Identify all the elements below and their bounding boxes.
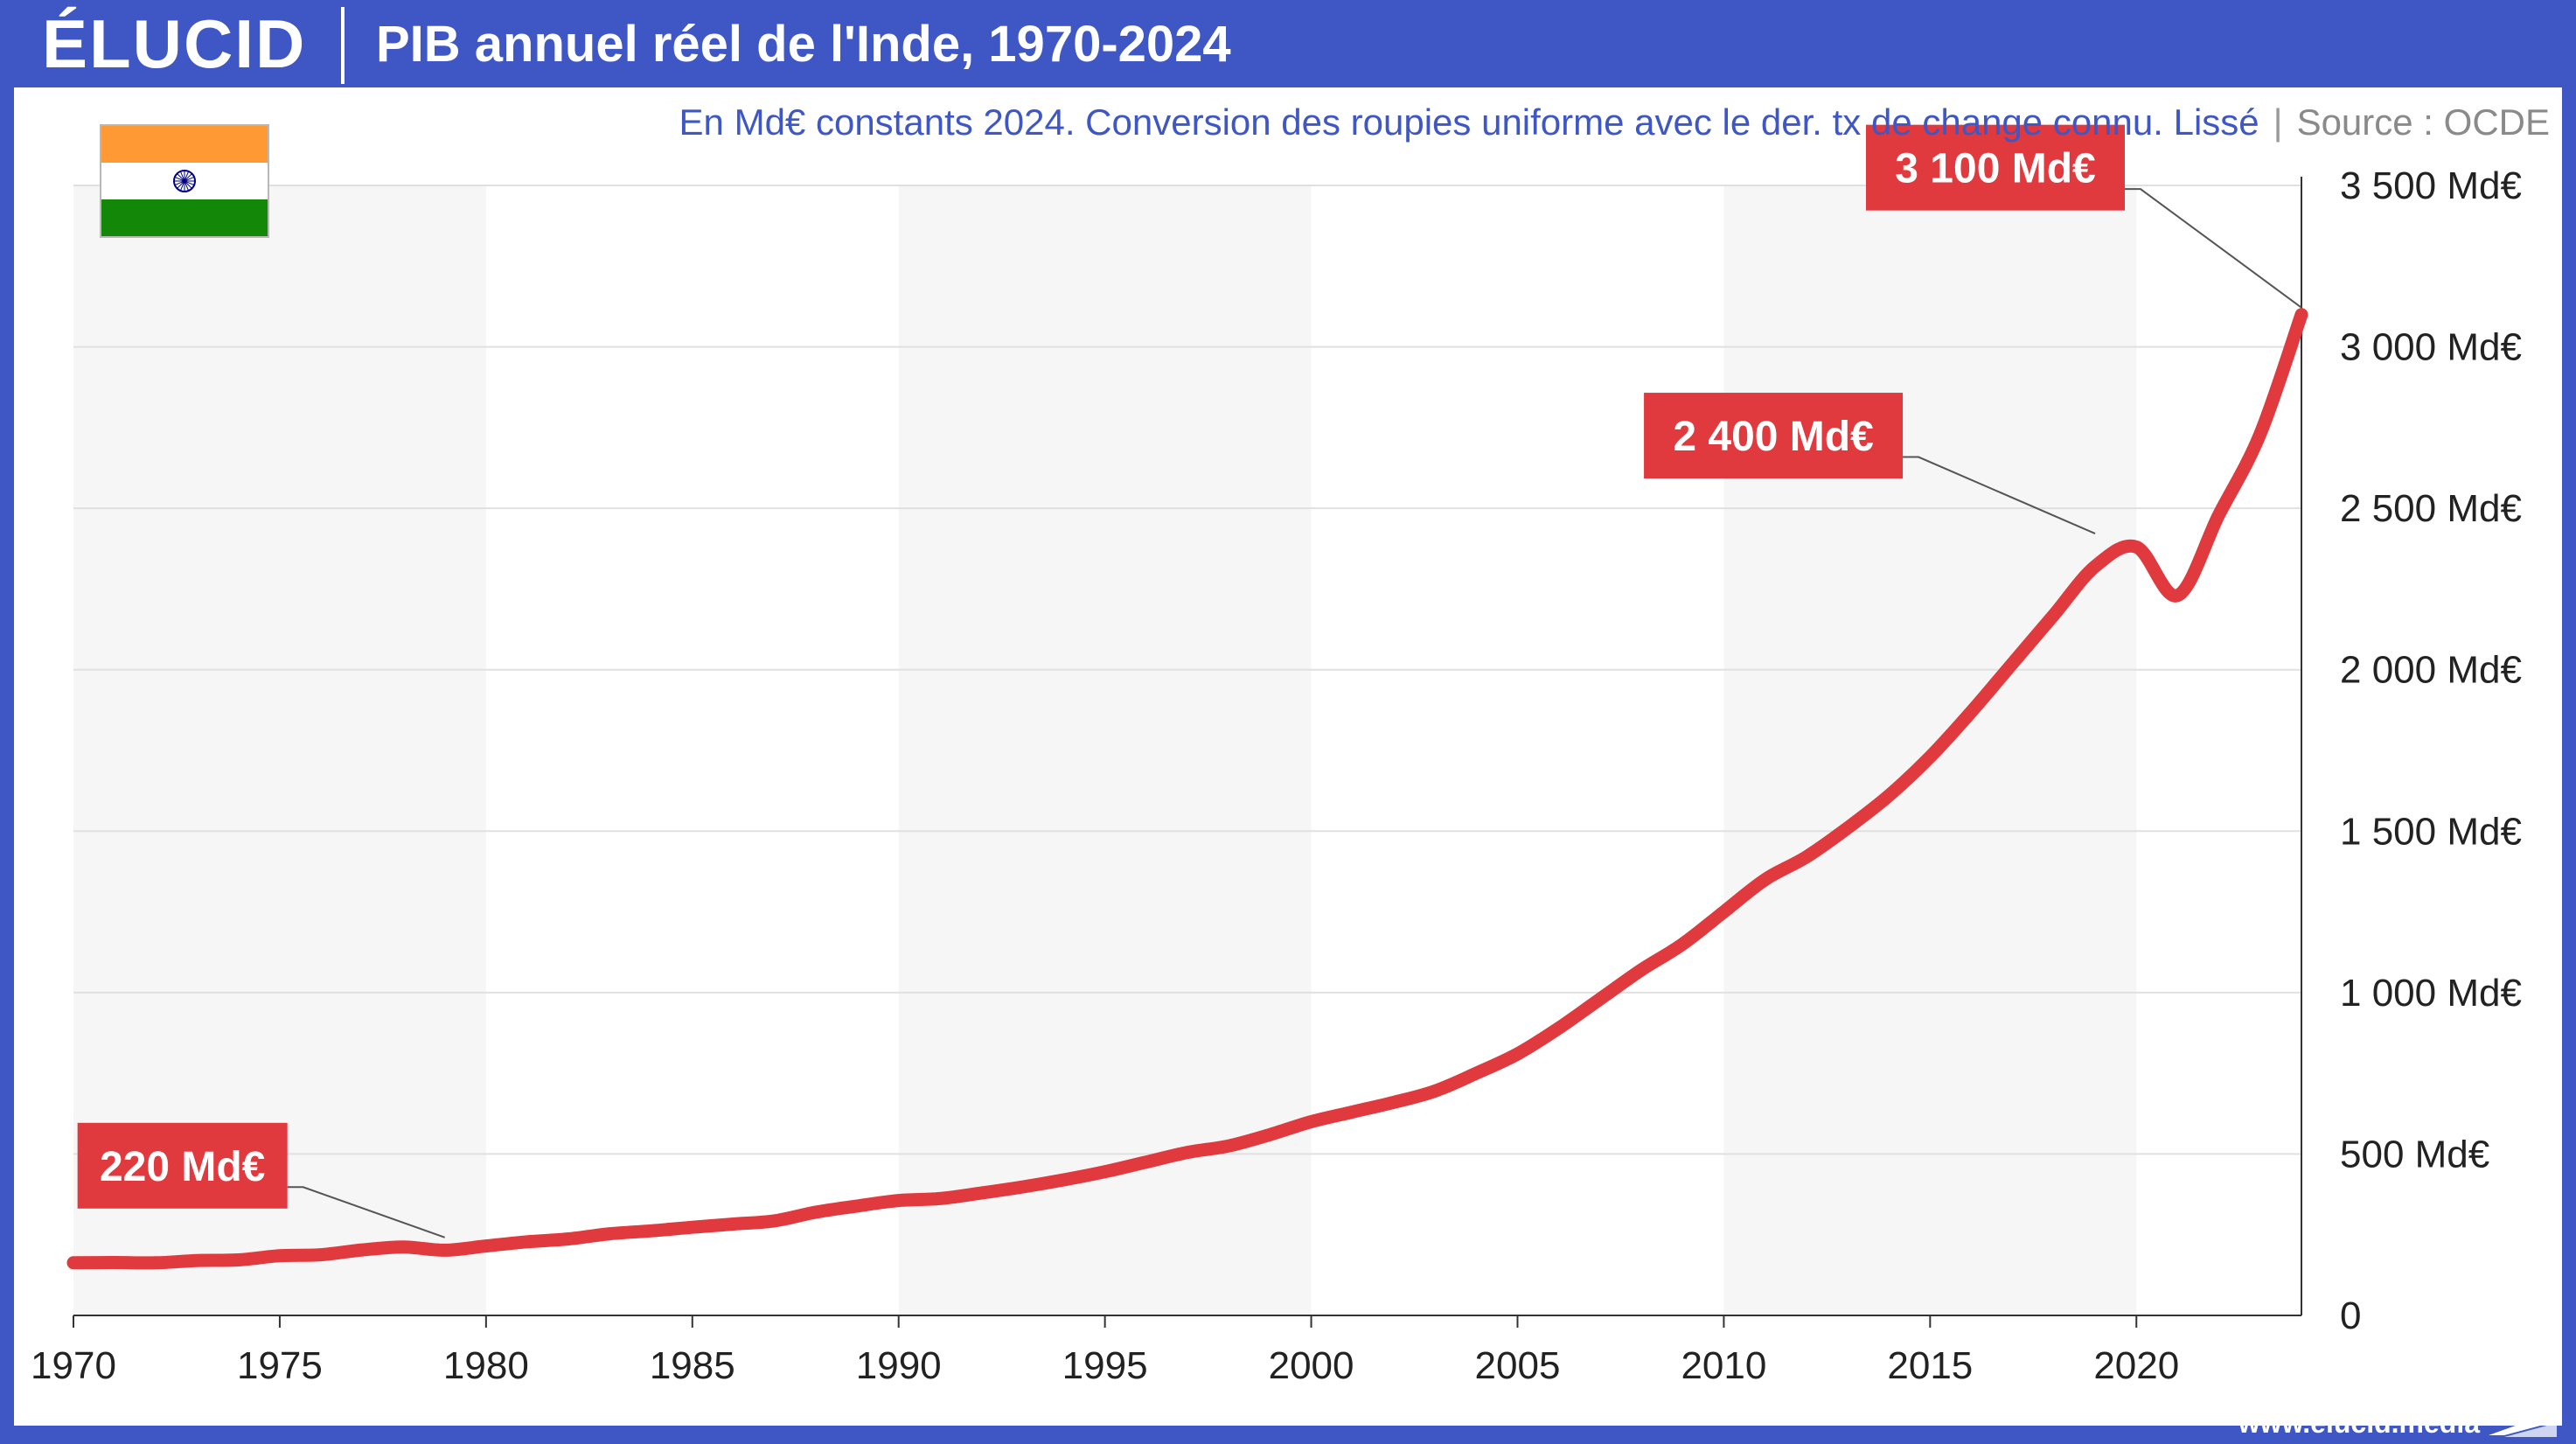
y-tick-label: 3 000 Md€ xyxy=(2340,326,2522,369)
callout-box xyxy=(1866,124,2125,211)
header-divider xyxy=(341,7,345,84)
gdp-series-line xyxy=(66,308,2308,1270)
x-tick-label: 2010 xyxy=(1681,1344,1766,1387)
x-tick-label: 2000 xyxy=(1269,1344,1354,1387)
x-tick-label: 2005 xyxy=(1475,1344,1561,1387)
elucid-mark-icon xyxy=(2489,1411,2557,1437)
flag-white-band xyxy=(101,162,268,199)
y-tick-label: 3 500 Md€ xyxy=(2340,164,2522,207)
y-tick-label: 0 xyxy=(2340,1294,2361,1337)
x-tick-label: 1995 xyxy=(1062,1344,1148,1387)
chart-title: PIB annuel réel de l'Inde, 1970-2024 xyxy=(376,16,1231,73)
y-tick-label: 1 000 Md€ xyxy=(2340,972,2522,1015)
chart-subtitle: En Md€ constants 2024. Conversion des ro… xyxy=(679,98,2550,147)
india-flag-icon xyxy=(100,124,269,238)
x-tick-label: 1980 xyxy=(443,1344,529,1387)
y-tick-label: 2 500 Md€ xyxy=(2340,487,2522,530)
flag-saffron-band xyxy=(101,126,268,163)
x-tick-label: 2015 xyxy=(1887,1344,1973,1387)
y-tick-label: 500 Md€ xyxy=(2340,1133,2489,1175)
y-tick-label: 2 000 Md€ xyxy=(2340,649,2522,692)
callout-box xyxy=(1644,393,1904,479)
header-bar: ÉLUCID PIB annuel réel de l'Inde, 1970-2… xyxy=(0,0,2576,87)
shaded-band xyxy=(898,185,1312,1315)
x-tick-label: 1970 xyxy=(31,1344,116,1387)
ashoka-chakra-icon xyxy=(173,169,196,192)
x-tick-label: 1985 xyxy=(650,1344,735,1387)
source-label: Source : OCDE xyxy=(2296,101,2550,143)
elucid-logo: ÉLUCID xyxy=(42,5,307,82)
flag-green-band xyxy=(101,199,268,236)
callout-label: 3 100 Md€ xyxy=(1895,146,2095,192)
callout-connector xyxy=(1903,456,2096,534)
subtitle-separator: | xyxy=(2273,101,2283,143)
callout-connector xyxy=(287,1186,446,1238)
x-tick-label: 2020 xyxy=(2093,1344,2179,1387)
x-tick-label: 1990 xyxy=(856,1344,942,1387)
callout-label: 2 400 Md€ xyxy=(1673,414,1873,460)
footer-url: www.elucid.media xyxy=(2238,1407,2480,1439)
callout-label: 220 Md€ xyxy=(100,1144,265,1190)
callout-box xyxy=(77,1122,288,1209)
callout-connector xyxy=(2125,188,2302,309)
y-tick-label: 1 500 Md€ xyxy=(2340,810,2522,853)
subtitle-text: En Md€ constants 2024. Conversion des ro… xyxy=(679,101,2259,143)
x-tick-label: 1975 xyxy=(237,1344,323,1387)
